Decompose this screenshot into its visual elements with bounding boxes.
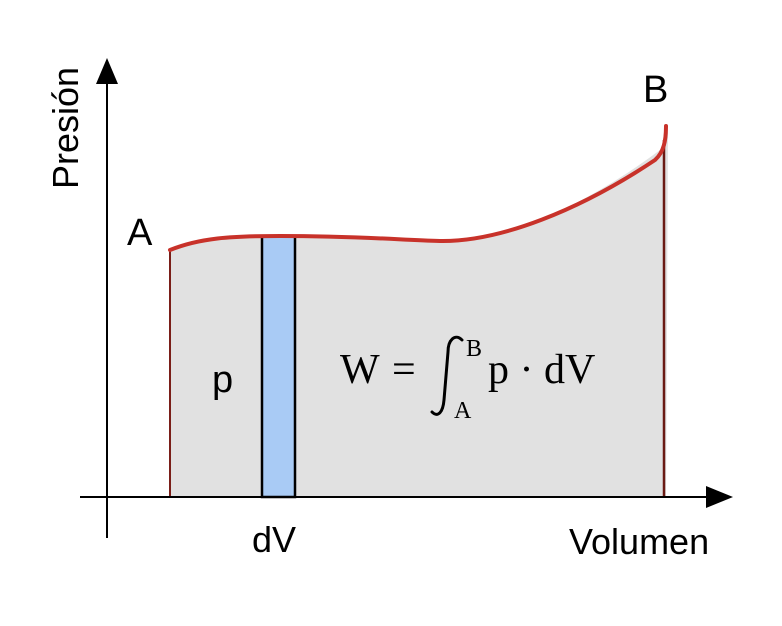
pressure-symbol-label: p [212,359,233,401]
integral-sign-icon [430,335,464,416]
x-axis-arrowhead [706,486,733,508]
formula-lhs: W [340,347,380,393]
work-integral-formula: W = B A p · dV [340,335,595,424]
y-axis-arrowhead [96,58,118,84]
point-b-label: B [643,69,668,111]
point-a-label: A [127,212,153,254]
formula-lower-limit: A [454,398,472,424]
work-area [170,132,668,497]
pressure-curve [168,124,668,252]
formula-equals: = [392,347,416,393]
dv-label: dV [252,519,296,560]
formula-integrand: p · dV [488,347,595,393]
y-axis-label: Presión [45,67,86,189]
dv-strip [260,234,297,499]
x-axis-label: Volumen [569,521,709,562]
formula-upper-limit: B [466,336,482,362]
